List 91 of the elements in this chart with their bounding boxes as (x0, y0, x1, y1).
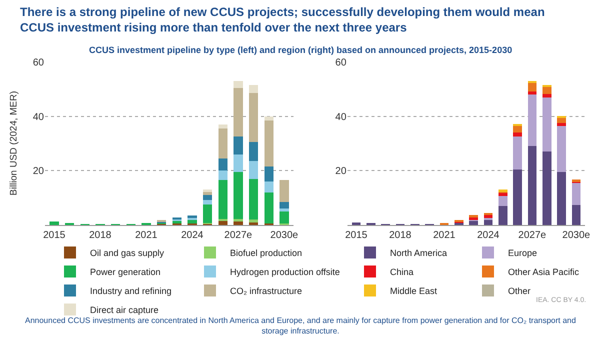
bar (557, 126, 566, 172)
x-tick-label: 2027e (518, 230, 547, 241)
bar (248, 85, 258, 94)
bar (513, 136, 522, 170)
x-tick-label: 2015 (345, 230, 368, 241)
bar (542, 152, 552, 225)
y-tick-label: 40 (335, 112, 347, 123)
bar (542, 86, 552, 94)
bar (234, 88, 243, 137)
bar (234, 136, 243, 154)
y-axis-title: Billion USD (2024, MER) (8, 90, 20, 196)
bar (528, 146, 537, 225)
bar (234, 172, 243, 220)
bar (202, 204, 212, 223)
chart-title: There is a strong pipeline of new CCUS projects; successfully developing them would mean CCUS investment rising more than tenfold over the next three years (20, 5, 545, 35)
bar (280, 211, 289, 224)
bar (234, 154, 243, 172)
bar (264, 120, 274, 167)
bar (264, 116, 274, 120)
bar (248, 220, 258, 222)
legend-label: Other (508, 286, 531, 296)
y-tick-label: 60 (32, 58, 44, 68)
bar (218, 124, 228, 129)
bar (469, 214, 478, 218)
bar (280, 180, 289, 202)
bar (557, 118, 566, 124)
bar (248, 93, 258, 142)
bar (218, 220, 228, 225)
y-tick-label: 20 (335, 166, 347, 178)
legend-label: Hydrogen production offsite (230, 267, 340, 278)
bar (513, 126, 522, 133)
bar (513, 169, 522, 225)
x-tick-label: 2024 (477, 230, 500, 241)
bar (513, 132, 522, 137)
bar (528, 82, 537, 92)
x-tick-label: 2027e (224, 230, 253, 241)
bar (557, 123, 566, 126)
bar (202, 200, 212, 205)
bar (528, 94, 537, 146)
bar (50, 222, 59, 225)
bar (572, 205, 581, 225)
x-tick-label: 2030e (270, 230, 299, 241)
legend-label: Europe (508, 248, 538, 258)
legend-label: Other Asia Pacific (508, 267, 580, 278)
bar (218, 180, 228, 219)
bar (542, 97, 552, 152)
bar (498, 206, 508, 225)
legend-label: Direct air capture (90, 305, 159, 316)
legend-label: Biofuel production (230, 248, 302, 258)
bar (248, 142, 258, 162)
bar (248, 178, 258, 220)
x-tick-label: 2024 (181, 230, 204, 241)
x-tick-label: 2021 (433, 230, 456, 241)
x-tick-label: 2018 (389, 230, 412, 241)
y-tick-label: 20 (32, 166, 44, 178)
x-tick-label: 2018 (89, 230, 112, 241)
legend-label: CO₂ infrastructure (230, 286, 302, 296)
chart-subtitle: CCUS investment pipeline by type (left) and region (right) based on announced projects, 2015-2030 (89, 45, 512, 55)
bar (234, 222, 243, 225)
bar (248, 222, 258, 225)
bar (202, 195, 212, 200)
legend-label: China (390, 267, 414, 278)
bar (498, 193, 508, 196)
bar (218, 170, 228, 180)
bar (498, 195, 508, 206)
bar (280, 202, 289, 209)
bar (218, 158, 228, 171)
bar (218, 128, 228, 158)
x-tick-label: 2030e (562, 230, 591, 241)
bar (188, 215, 197, 218)
legend-label: Industry and refining (90, 286, 172, 296)
bar (280, 208, 289, 212)
bar (234, 81, 243, 88)
y-tick-label: 40 (32, 112, 44, 123)
bar (264, 192, 274, 224)
text: Announced CCUS investments are concentrated in North America and Europe, and are mainly for capture from power generation and for CO₂ transport and storage infrastructure. (25, 316, 576, 336)
bar (234, 219, 243, 222)
bar (557, 172, 566, 225)
bar (572, 182, 581, 206)
x-tick-label: 2021 (135, 230, 158, 241)
x-tick-label: 2015 (43, 230, 66, 241)
legend-label: Middle East (390, 286, 438, 296)
bar (264, 182, 274, 192)
bar (469, 220, 478, 225)
bar (542, 94, 552, 98)
bar (264, 166, 274, 182)
legend-label: North America (390, 248, 448, 258)
legend-label: Power generation (90, 267, 161, 278)
y-tick-label: 60 (335, 58, 347, 68)
bar (248, 161, 258, 179)
legend-label: Oil and gas supply (90, 248, 165, 258)
